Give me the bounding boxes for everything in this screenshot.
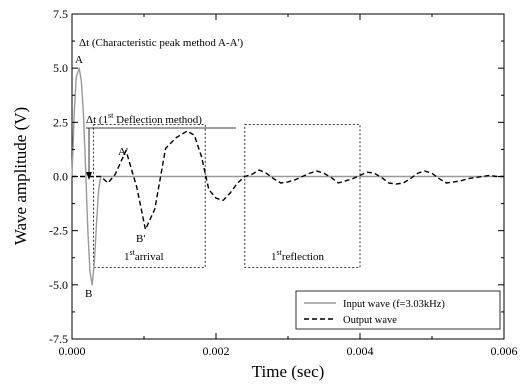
y-tick-label: 5.0 — [53, 61, 68, 75]
legend-label-input-wave: Input wave (f=3.03kHz) — [343, 299, 445, 310]
legend: Input wave (f=3.03kHz) Output wave — [295, 290, 501, 330]
series-input-wave — [71, 67, 504, 286]
series-output-wave — [72, 130, 504, 231]
x-tick-label: 0.004 — [347, 344, 374, 358]
x-axis-title: Time (sec) — [252, 362, 325, 381]
x-tick-label: 0.002 — [203, 344, 230, 358]
label-peak-a: A — [75, 54, 83, 66]
x-tick-label: 0.000 — [59, 344, 86, 358]
label-trough-b-prime: B' — [136, 233, 145, 245]
annotation-dt-characteristic: Δt (Characteristic peak method A-A') — [79, 37, 244, 49]
label-peak-a-prime: A' — [118, 146, 128, 158]
annotation-dt-deflection: Δt (1st Deflection method) — [86, 111, 202, 126]
regions-layer — [93, 124, 361, 268]
y-tick-label: -7.5 — [49, 332, 68, 346]
ticks-layer: 0.000 0.002 0.004 0.006 -7.5 -5.0 -2.5 0.0 2.5 5.… — [49, 7, 518, 358]
region-box-first-arrival — [93, 124, 206, 268]
series-layer — [71, 67, 504, 286]
y-tick-label: 7.5 — [53, 7, 68, 21]
y-tick-label: -2.5 — [49, 224, 68, 238]
label-first-reflection: 1streflection — [271, 248, 324, 263]
region-box-first-reflection — [244, 124, 361, 268]
y-tick-label: 2.5 — [53, 115, 68, 129]
label-trough-b: B — [85, 288, 92, 300]
legend-label-output-wave: Output wave — [343, 315, 397, 326]
legend-box — [295, 290, 501, 330]
y-tick-label: 0.0 — [53, 170, 68, 184]
x-tick-label: 0.006 — [491, 344, 518, 358]
y-axis-title: Wave amplitude (V) — [11, 107, 30, 245]
label-first-arrival: 1starrival — [124, 248, 164, 263]
y-tick-label: -5.0 — [49, 278, 68, 292]
deflection-arrow-head — [86, 172, 92, 180]
